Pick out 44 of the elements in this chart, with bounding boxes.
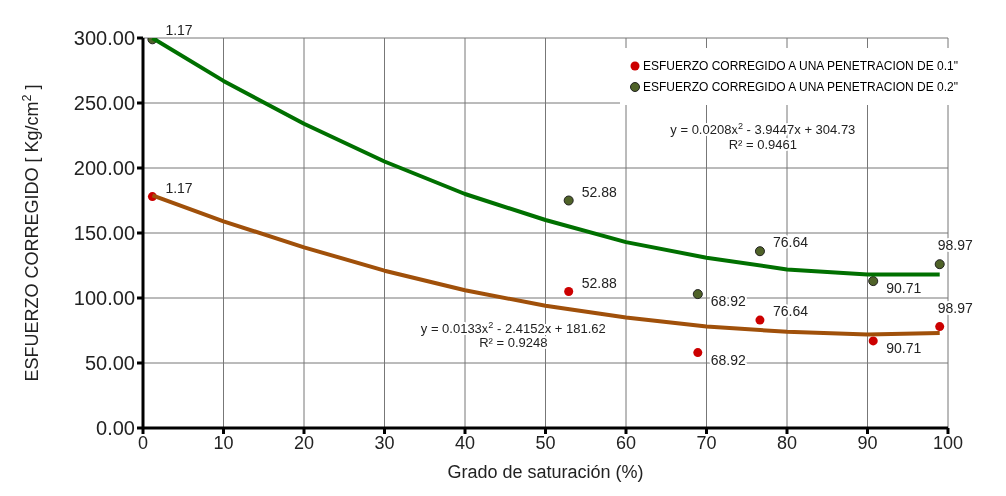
point <box>868 276 879 287</box>
point <box>563 195 574 206</box>
x-tick-label: 30 <box>374 432 395 453</box>
x-tick-label: 50 <box>535 432 556 453</box>
annotation: 68.92 <box>710 293 747 310</box>
legend-label: ESFUERZO CORREGIDO A UNA PENETRACION DE 0.1" <box>643 59 958 73</box>
x-tick-label: 0 <box>137 432 149 453</box>
point <box>868 336 878 346</box>
x-tick-label: 20 <box>293 432 315 453</box>
x-tick-label: 80 <box>776 432 798 453</box>
annotation: 90.71 <box>886 339 922 356</box>
point <box>755 315 765 325</box>
y-tick-label: 300.00 <box>73 27 135 50</box>
annotation: 52.88 <box>581 183 617 200</box>
point <box>693 348 703 358</box>
point <box>754 246 765 257</box>
y-tick-label: 200.00 <box>73 157 135 180</box>
y-tick-label: 0.00 <box>96 417 135 440</box>
x-tick-label: 40 <box>454 432 476 453</box>
annotation: R² = 0.9461 <box>728 136 797 152</box>
point <box>935 322 945 332</box>
y-tick-label: 50.00 <box>84 352 135 375</box>
point <box>692 289 703 300</box>
y-tick-label: 150.00 <box>73 222 135 245</box>
annotation: 76.64 <box>772 234 809 251</box>
point <box>564 286 574 297</box>
annotation: 1.17 <box>165 179 193 196</box>
annotation: 98.97 <box>937 237 973 254</box>
x-tick-label: 60 <box>615 432 637 453</box>
y-tick-label: 250.00 <box>73 92 135 115</box>
x-tick-label: 10 <box>213 432 234 453</box>
point <box>934 259 945 270</box>
annotation: 68.92 <box>710 351 747 368</box>
x-axis-title: Grado de saturación (%) <box>447 462 644 482</box>
y-tick-label: 100.00 <box>73 287 135 310</box>
annotation: 52.88 <box>581 274 617 291</box>
x-tick-label: 70 <box>696 432 717 453</box>
annotation: 90.71 <box>886 280 922 297</box>
annotation: 76.64 <box>772 303 809 320</box>
annotation: 98.97 <box>937 299 973 316</box>
annotation: 1.17 <box>165 22 193 39</box>
x-tick-label: 100 <box>932 432 964 453</box>
legend-label: ESFUERZO CORREGIDO A UNA PENETRACION DE 0.2" <box>643 80 958 94</box>
x-tick-label: 90 <box>857 432 878 453</box>
